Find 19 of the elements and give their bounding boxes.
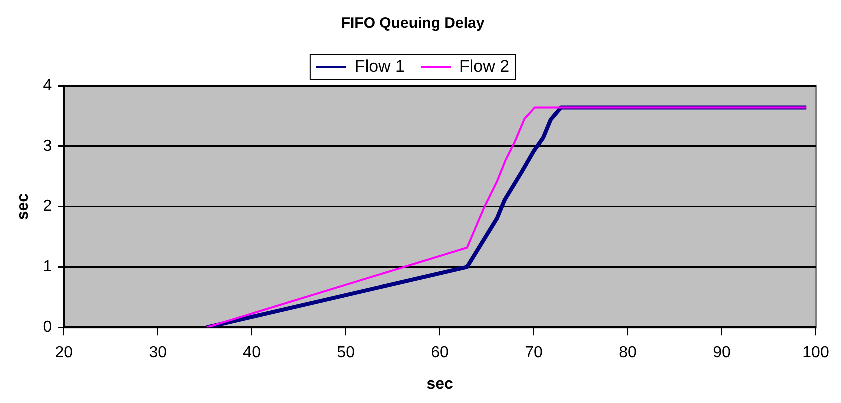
legend-label: Flow 1 [354,57,406,76]
legend-label: Flow 2 [460,57,510,76]
y-axis-title: sec [15,193,32,220]
x-tick-label: 30 [149,344,168,362]
y-tick-label: 2 [43,198,52,216]
y-tick-label: 3 [43,138,52,155]
y-tick-label: 4 [43,77,52,94]
x-tick-label: 90 [713,344,732,362]
x-tick-label: 20 [55,344,74,362]
y-tick-label: 1 [43,258,52,276]
chart-title: FIFO Queuing Delay [341,15,486,32]
x-tick-label: 70 [525,344,544,362]
x-axis-title: sec [426,376,454,393]
x-tick-label: 100 [802,344,830,362]
x-tick-label: 80 [619,344,638,362]
x-tick-label: 60 [431,344,450,362]
x-tick-label: 50 [337,344,356,362]
x-tick-label: 40 [243,344,262,362]
y-tick-label: 0 [43,319,52,336]
